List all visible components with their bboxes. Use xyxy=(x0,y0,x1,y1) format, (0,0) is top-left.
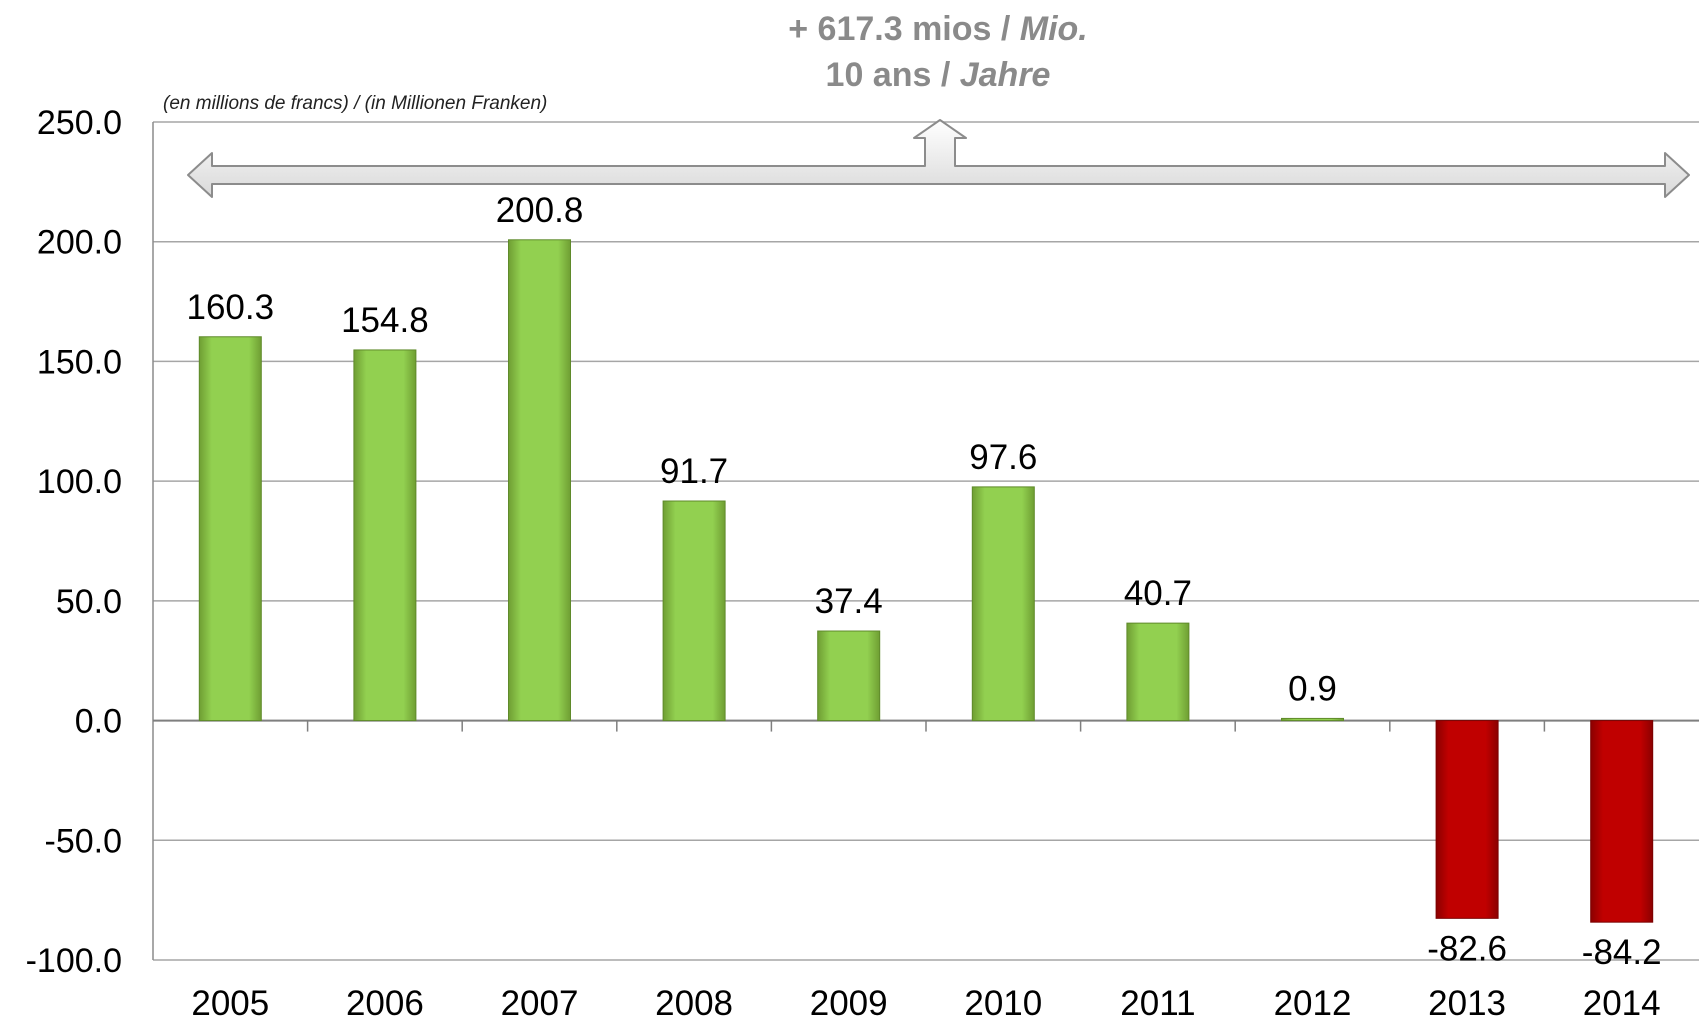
x-axis-tick-marks xyxy=(306,720,1546,732)
category-label-2009: 2009 xyxy=(810,984,888,1022)
annotation-line-1: + 617.3 mios / Mio. xyxy=(788,10,1088,48)
bar-2008 xyxy=(662,500,726,722)
category-label-2005: 2005 xyxy=(191,984,269,1022)
double-arrow-icon xyxy=(187,119,1690,198)
data-labels: 160.3 154.8 200.8 91.7 37.4 97.6 40.7 0.9 -82.6 -… xyxy=(187,191,1662,972)
y-tick-label: 100.0 xyxy=(37,463,122,501)
category-label-2014: 2014 xyxy=(1583,984,1661,1022)
bar-2006 xyxy=(353,349,417,722)
y-tick-label: 50.0 xyxy=(56,583,122,621)
bar-2007 xyxy=(508,239,571,722)
y-tick-label: -100.0 xyxy=(26,942,122,980)
bar-2013 xyxy=(1435,720,1499,919)
category-label-2011: 2011 xyxy=(1120,984,1195,1022)
y-tick-label: 150.0 xyxy=(37,343,122,381)
category-labels: 2005 2006 2007 2008 2009 2010 2011 2012 2013 2014 xyxy=(191,984,1660,1022)
y-tick-label: 200.0 xyxy=(37,224,122,262)
data-label-2006: 154.8 xyxy=(341,301,429,340)
bar-2010 xyxy=(971,486,1035,722)
data-label-2011: 40.7 xyxy=(1124,574,1192,613)
category-label-2012: 2012 xyxy=(1274,984,1352,1022)
category-label-2008: 2008 xyxy=(655,984,733,1022)
data-label-2010: 97.6 xyxy=(969,438,1037,477)
category-label-2006: 2006 xyxy=(346,984,424,1022)
bar-2009 xyxy=(817,630,881,722)
unit-note: (en millions de francs) / (in Millionen … xyxy=(163,93,547,114)
data-label-2007: 200.8 xyxy=(496,191,584,230)
data-label-2008: 91.7 xyxy=(660,452,728,491)
data-label-2009: 37.4 xyxy=(815,582,883,621)
bar-2014 xyxy=(1590,720,1654,923)
data-label-2012: 0.9 xyxy=(1288,669,1337,708)
bar-2012 xyxy=(1281,717,1344,722)
annotation-line-2: 10 ans / Jahre xyxy=(826,56,1051,94)
category-label-2013: 2013 xyxy=(1428,984,1506,1022)
bars xyxy=(198,239,1654,923)
y-axis-tick-labels: -100.0 -50.0 0.0 50.0 100.0 150.0 200.0 250.0 xyxy=(26,104,122,980)
data-label-2013: -82.6 xyxy=(1427,929,1507,968)
y-tick-label: -50.0 xyxy=(45,822,123,860)
category-label-2007: 2007 xyxy=(501,984,579,1022)
category-label-2010: 2010 xyxy=(964,984,1042,1022)
data-label-2005: 160.3 xyxy=(187,288,275,327)
y-tick-label: 250.0 xyxy=(37,104,122,142)
bar-2005 xyxy=(198,336,262,722)
data-label-2014: -84.2 xyxy=(1582,933,1662,972)
range-arrow-annotation: + 617.3 mios / Mio. 10 ans / Jahre xyxy=(187,10,1690,198)
bar-2011 xyxy=(1126,622,1190,722)
y-tick-label: 0.0 xyxy=(75,703,122,741)
